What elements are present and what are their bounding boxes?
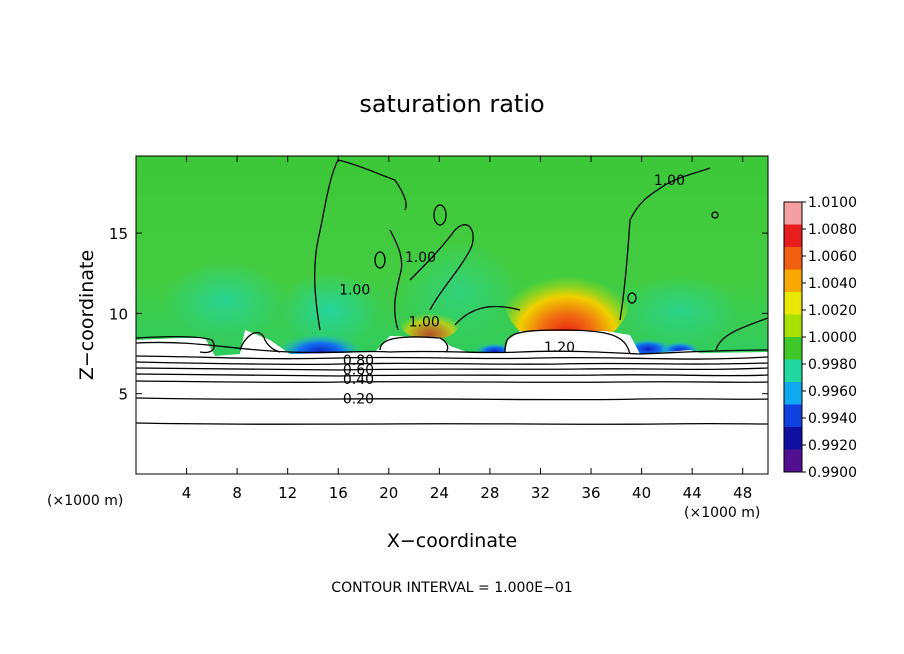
x-unit-right: (×1000 m) [684,505,760,521]
colorbar-swatch [784,224,802,248]
colorbar-swatch [784,337,802,360]
cyan-region [620,275,740,345]
colorbar-swatch [784,427,802,450]
contour-line [379,336,449,353]
colorbar-swatch [784,449,802,473]
contour-label: 0.80 [343,353,374,369]
colorbar-label: 1.0000 [808,330,857,346]
colorbar-label: 1.0020 [808,303,857,319]
x-tick-label: 48 [733,484,752,502]
contour-line [504,329,631,355]
hot-region [505,252,629,348]
contour-line [619,167,711,321]
colorbar-label: 1.0100 [808,195,857,211]
dry-layer [136,330,768,474]
contour-line [136,367,768,371]
contour-line [136,361,768,366]
contour-line [239,331,281,353]
contour-lines [136,159,768,425]
y-axis: 5 10 15 [109,225,768,404]
y-axis-label: Z−coordinate [76,250,98,380]
contour-label: 0.60 [343,363,374,379]
contour-line [136,341,768,355]
colorbar-label: 1.0040 [808,276,857,292]
colorbar-label: 1.0080 [808,222,857,238]
contour-line [314,159,407,331]
colorbar-swatch [784,247,802,270]
x-tick-label: 12 [278,484,297,502]
contour-line [454,305,521,326]
colorbar-swatch [784,359,802,383]
contour-line [389,229,403,331]
x-axis-label: X−coordinate [387,530,517,552]
colorbar-label: 0.9920 [808,438,857,454]
x-axis: 4 8 12 16 20 24 28 32 36 40 44 48 [182,156,752,502]
contour-label: 0.20 [343,392,374,408]
colorbar-label: 0.9900 [808,465,857,481]
contour-labels: 1.20 1.00 1.00 1.00 1.00 0.800.600.40 0.20 [339,173,685,408]
contour-line [433,204,447,226]
colorbar-label: 0.9940 [808,411,857,427]
colorbar-swatch [784,292,802,315]
y-tick-label: 10 [109,305,128,323]
x-tick-label: 4 [182,484,192,502]
hot-region [400,304,460,340]
x-tick-label: 44 [683,484,702,502]
x-tick-label: 32 [531,484,550,502]
colorbar-swatch [784,382,802,405]
field-layer: 1.20 1.00 1.00 1.00 1.00 0.800.600.40 0.20 [136,156,768,474]
cyan-region [165,260,285,340]
contour-label: 1.00 [405,250,436,266]
contour-line [136,355,768,360]
colorbar-swatch [784,269,802,293]
contour-line [136,336,215,354]
contour-line [711,211,719,219]
plot-frame [135,155,769,475]
colorbar-swatch [784,404,802,428]
contour-label: 1.00 [654,173,685,189]
chart-title: saturation ratio [359,90,544,118]
colorbar-label: 1.0060 [808,249,857,265]
colorbar-swatch [784,314,802,338]
colorbar-label: 0.9980 [808,357,857,373]
contour-line [409,224,474,311]
colorbar-swatch [784,202,802,225]
x-tick-label: 28 [480,484,499,502]
contour-line [627,292,637,304]
x-tick-label: 16 [329,484,348,502]
x-tick-label: 8 [232,484,242,502]
colorbar: 1.0100 1.0080 1.0060 1.0040 1.0020 1.0000 0.99… [783,195,857,481]
y-tick-label: 15 [109,225,128,243]
contour-line [374,251,386,269]
x-tick-label: 36 [581,484,600,502]
contour-line [136,380,768,384]
contour-label: 1.20 [544,340,575,356]
contour-interval-footer: CONTOUR INTERVAL = 1.000E−01 [331,580,572,596]
y-tick-label: 5 [118,386,128,404]
contour-label: 0.40 [343,372,374,388]
contour-line [136,397,768,401]
colorbar-label: 0.9960 [808,384,857,400]
contour-line [136,422,768,425]
contour-label: 1.00 [409,314,440,330]
contour-label: 1.00 [339,282,370,298]
x-unit-left: (×1000 m) [47,493,123,509]
x-tick-label: 24 [430,484,449,502]
contour-line [715,317,768,351]
x-tick-label: 40 [632,484,651,502]
x-tick-label: 20 [379,484,398,502]
contour-line [136,373,768,377]
